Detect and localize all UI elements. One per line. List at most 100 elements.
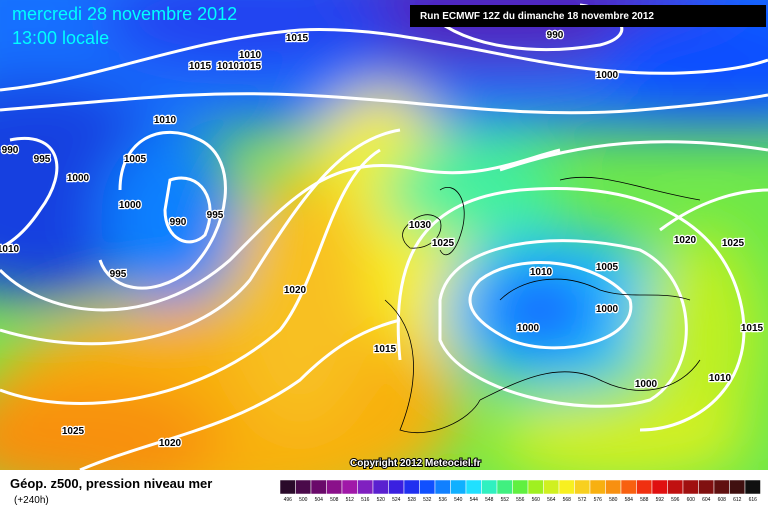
isobar-label: 1005	[124, 154, 147, 165]
legend-swatch	[543, 479, 560, 495]
legend-swatch	[388, 479, 405, 495]
legend-label: 588	[640, 497, 649, 503]
legend-swatch	[744, 479, 761, 495]
legend-swatch	[450, 479, 467, 495]
legend-swatch	[605, 479, 622, 495]
legend-label: 536	[439, 497, 448, 503]
isobar-label: 1015	[374, 344, 397, 355]
isobar-label: 990	[547, 30, 564, 41]
isobar-label: 1015	[239, 61, 262, 72]
legend-label: 572	[578, 497, 587, 503]
isobar-label: 1020	[159, 438, 182, 449]
legend-swatch	[481, 479, 498, 495]
legend-swatch	[310, 479, 327, 495]
legend-swatch	[682, 479, 699, 495]
isobar-label: 1000	[596, 70, 619, 81]
legend-swatch	[403, 479, 420, 495]
legend-label: 612	[733, 497, 742, 503]
isobar-label: 1015	[741, 323, 764, 334]
legend-swatch	[465, 479, 482, 495]
legend-swatch	[558, 479, 575, 495]
isobar-label: 1025	[62, 426, 85, 437]
legend-label: 528	[408, 497, 417, 503]
isobar-label: 1010	[530, 267, 553, 278]
isobar-label: 990	[170, 217, 187, 228]
date-title: mercredi 28 novembre 2012	[12, 4, 237, 24]
legend-label: 508	[330, 497, 339, 503]
legend-label: 532	[423, 497, 432, 503]
isobar-label: 1000	[67, 173, 90, 184]
legend-label: 560	[532, 497, 541, 503]
isobar-label: 990	[2, 145, 19, 156]
legend-swatch	[512, 479, 529, 495]
legend-label: 584	[625, 497, 634, 503]
isobar-label: 1000	[635, 379, 658, 390]
legend-swatch	[434, 479, 451, 495]
legend: 496 500 504 508 512 516 520 524 528 532 536 540 544 5…	[279, 479, 761, 503]
legend-swatch	[636, 479, 653, 495]
isobar-label: 995	[110, 269, 127, 280]
isobar-label: 995	[207, 210, 224, 221]
run-box	[410, 5, 766, 27]
legend-swatch	[372, 479, 389, 495]
legend-label: 592	[656, 497, 665, 503]
isobar-label: 1000	[517, 323, 540, 334]
isobar-label: 1005	[596, 262, 619, 273]
legend-swatch	[698, 479, 715, 495]
legend-label: 604	[702, 497, 711, 503]
isobar-label: 1025	[722, 238, 745, 249]
legend-swatch	[527, 479, 544, 495]
legend-label: 576	[594, 497, 603, 503]
legend-label: 564	[547, 497, 556, 503]
legend-label: 600	[687, 497, 696, 503]
legend-label: 556	[516, 497, 525, 503]
legend-swatch	[279, 479, 296, 495]
legend-swatch	[357, 479, 374, 495]
isobar-label: 1015	[286, 33, 309, 44]
isobar-label: 1010	[709, 373, 732, 384]
legend-label: 512	[346, 497, 355, 503]
legend-swatch	[729, 479, 746, 495]
legend-swatch	[620, 479, 637, 495]
legend-label: 516	[361, 497, 370, 503]
copyright: Copyright 2012 Meteociel.fr	[350, 458, 481, 469]
isobar-label: 1010	[0, 244, 20, 255]
isobar-label: 1010	[154, 115, 177, 126]
isobar-label: 995	[34, 154, 51, 165]
legend-swatch	[419, 479, 436, 495]
run-label: Run ECMWF 12Z du dimanche 18 novembre 20…	[420, 11, 654, 22]
legend-label: 520	[377, 497, 386, 503]
isobar-label: 1010	[217, 61, 240, 72]
legend-swatch	[713, 479, 730, 495]
legend-label: 504	[315, 497, 324, 503]
legend-label: 540	[454, 497, 463, 503]
isobar-label: 1025	[432, 238, 455, 249]
legend-label: 544	[470, 497, 479, 503]
legend-swatch	[295, 479, 312, 495]
isobar-label: 1030	[409, 220, 432, 231]
legend-label: 548	[485, 497, 494, 503]
isobar-label: 1000	[596, 304, 619, 315]
legend-label: 580	[609, 497, 618, 503]
isobar-label: 1015	[189, 61, 212, 72]
footer-lead: (+240h)	[14, 495, 49, 506]
legend-swatch	[341, 479, 358, 495]
legend-label: 596	[671, 497, 680, 503]
footer-title: Géop. z500, pression niveau mer	[10, 476, 212, 491]
isobar-label: 1020	[284, 285, 307, 296]
isobar-label: 1000	[119, 200, 142, 211]
legend-label: 496	[284, 497, 293, 503]
legend-swatch	[574, 479, 591, 495]
legend-label: 608	[718, 497, 727, 503]
legend-swatch	[496, 479, 513, 495]
time-title: 13:00 locale	[12, 28, 109, 48]
legend-label: 552	[501, 497, 510, 503]
isobar-label: 1010	[239, 50, 262, 61]
legend-swatch	[651, 479, 668, 495]
legend-swatch	[326, 479, 343, 495]
legend-swatch	[667, 479, 684, 495]
legend-label: 568	[563, 497, 572, 503]
isobar-label: 1020	[674, 235, 697, 246]
